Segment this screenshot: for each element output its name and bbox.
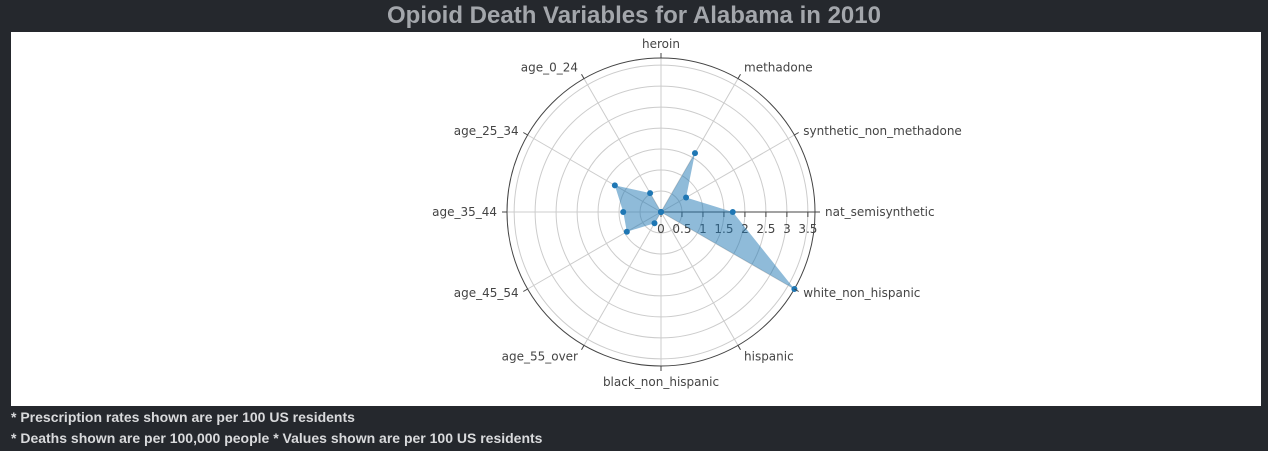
grid-spoke (583, 78, 662, 213)
axis-tick (581, 345, 585, 350)
data-point (729, 209, 736, 215)
axis-label-age-0-24: age_0_24 (521, 61, 578, 75)
radial-tick-label: 3.5 (798, 222, 817, 236)
axis-label-age-35-44: age_35_44 (432, 205, 497, 219)
axis-tick (581, 74, 585, 79)
data-point (683, 194, 690, 201)
axis-label-white-non-hispanic: white_non_hispanic (803, 286, 920, 300)
radial-tick-label: 0 (657, 222, 665, 236)
prescription-note: * Prescription rates shown are per 100 U… (11, 409, 355, 425)
axis-tick (737, 74, 741, 79)
axis-label-methadone: methadone (744, 61, 813, 75)
data-point (691, 150, 698, 157)
data-point (620, 209, 627, 215)
axis-tick (523, 288, 528, 292)
axis-label-heroin: heroin (642, 37, 680, 51)
data-point (623, 228, 630, 235)
data-point (651, 220, 658, 227)
radar-chart: 00.511.522.533.5heroinmethadonesynthetic… (432, 37, 962, 389)
data-point (611, 182, 618, 189)
radial-tick-label: 3 (783, 222, 791, 236)
chart-title: Opioid Death Variables for Alabama in 20… (387, 2, 881, 29)
axis-label-hispanic: hispanic (744, 349, 794, 363)
axis-label-age-55-over: age_55_over (502, 349, 578, 363)
axis-tick (523, 132, 528, 136)
deaths-note: * Deaths shown are per 100,000 people * … (11, 430, 543, 446)
radar-chart-panel: 00.511.522.533.5heroinmethadonesynthetic… (11, 32, 1261, 406)
axis-label-nat-semisynthetic: nat_semisynthetic (825, 205, 935, 219)
grid-spoke (660, 211, 739, 346)
grid-spoke (583, 211, 662, 346)
axis-label-synthetic-non-methadone: synthetic_non_methadone (803, 124, 962, 138)
axis-label-age-25-34: age_25_34 (454, 124, 519, 138)
axis-tick (794, 132, 799, 136)
data-point (658, 209, 664, 215)
axis-tick (737, 345, 741, 350)
radial-tick-label: 2.5 (756, 222, 775, 236)
data-point (647, 190, 654, 197)
data-area (614, 153, 795, 289)
grid-spoke (660, 78, 739, 213)
axis-tick (794, 288, 799, 292)
axis-label-black-non-hispanic: black_non_hispanic (603, 375, 719, 389)
axis-label-age-45-54: age_45_54 (454, 286, 519, 300)
